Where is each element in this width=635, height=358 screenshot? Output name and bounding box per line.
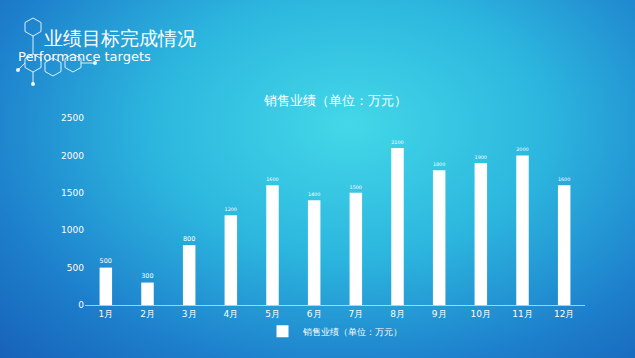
svg-text:0: 0 xyxy=(78,300,84,310)
svg-text:12月: 12月 xyxy=(554,309,574,319)
svg-text:11月: 11月 xyxy=(512,309,532,319)
svg-text:2月: 2月 xyxy=(140,309,155,319)
svg-text:6月: 6月 xyxy=(307,309,322,319)
svg-text:800: 800 xyxy=(183,235,195,243)
svg-text:2500: 2500 xyxy=(61,113,84,123)
svg-text:500: 500 xyxy=(67,263,84,273)
svg-text:1000: 1000 xyxy=(61,225,84,235)
svg-text:1600: 1600 xyxy=(266,176,278,182)
svg-text:300: 300 xyxy=(141,272,153,280)
svg-text:2100: 2100 xyxy=(391,139,403,145)
svg-text:4月: 4月 xyxy=(223,309,238,319)
svg-text:7月: 7月 xyxy=(348,309,363,319)
svg-text:1500: 1500 xyxy=(350,184,362,190)
svg-text:1600: 1600 xyxy=(558,176,570,182)
svg-text:1500: 1500 xyxy=(61,188,84,198)
svg-text:8月: 8月 xyxy=(390,309,405,319)
svg-text:3月: 3月 xyxy=(182,309,197,319)
svg-text:9月: 9月 xyxy=(432,309,447,319)
svg-text:2000: 2000 xyxy=(61,151,84,161)
svg-text:1200: 1200 xyxy=(225,206,237,212)
svg-text:1月: 1月 xyxy=(98,309,113,319)
svg-text:销售业绩（单位：万元）: 销售业绩（单位：万元） xyxy=(302,327,402,337)
html-text:Performance targets: Performance targets xyxy=(18,49,151,64)
svg-text:2000: 2000 xyxy=(516,146,528,152)
svg-text:1800: 1800 xyxy=(433,161,445,167)
svg-text:1900: 1900 xyxy=(475,154,487,160)
svg-text:500: 500 xyxy=(100,257,112,265)
svg-text:1400: 1400 xyxy=(308,191,320,197)
svg-text:销售业绩（单位：万元）: 销售业绩（单位：万元） xyxy=(263,93,407,108)
svg-text:5月: 5月 xyxy=(265,309,280,319)
svg-text:10月: 10月 xyxy=(471,309,491,319)
html-text:业绩目标完成情况: 业绩目标完成情况 xyxy=(44,27,196,49)
